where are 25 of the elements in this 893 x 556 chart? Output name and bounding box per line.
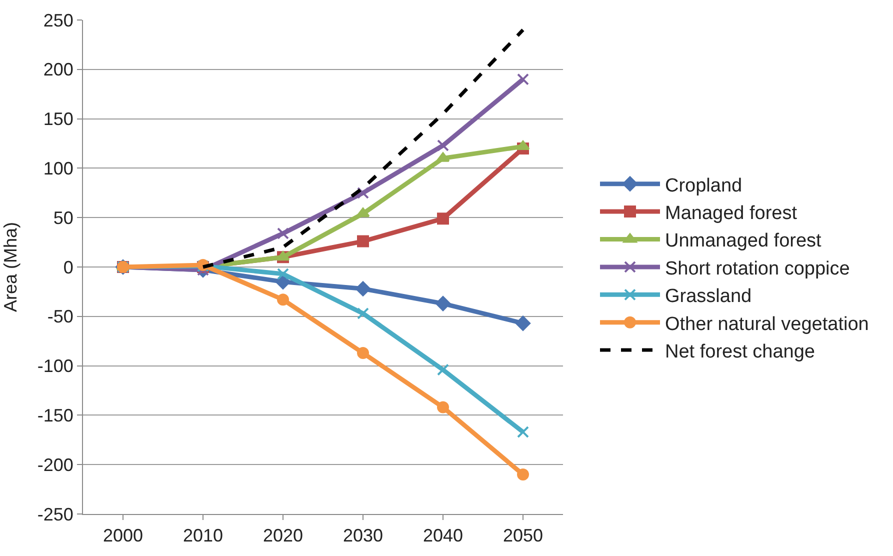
y-tick-label: -250 [37, 504, 74, 524]
x-tick-label: 2010 [182, 526, 224, 546]
x-tick-label: 2020 [262, 526, 304, 546]
legend-label: Short rotation coppice [665, 258, 850, 280]
x-tick-label: 2030 [342, 526, 384, 546]
y-tick-label: -200 [37, 454, 74, 475]
y-tick-label: 250 [43, 10, 74, 30]
y-tick-label: 100 [43, 158, 74, 178]
legend-label: Grassland [665, 286, 752, 308]
legend-label: Unmanaged forest [665, 230, 822, 252]
y-tick-label: 200 [43, 60, 74, 80]
legend-label: Other natural vegetation [665, 314, 869, 335]
x-tick-label: 2000 [102, 526, 144, 546]
legend-label: Net forest change [665, 341, 815, 362]
legend-label: Managed forest [665, 202, 798, 224]
y-tick-label: 150 [43, 109, 74, 130]
legend-label: Cropland [665, 175, 742, 196]
y-axis-title: Area (Mha) [0, 222, 21, 312]
x-tick-label: 2050 [502, 526, 544, 546]
y-tick-label: 0 [63, 257, 74, 278]
y-tick-label: -100 [37, 356, 74, 376]
y-tick-label: -50 [47, 306, 74, 327]
y-tick-label: 50 [53, 208, 74, 228]
x-tick-label: 2040 [422, 526, 464, 546]
y-tick-label: -150 [37, 406, 74, 426]
